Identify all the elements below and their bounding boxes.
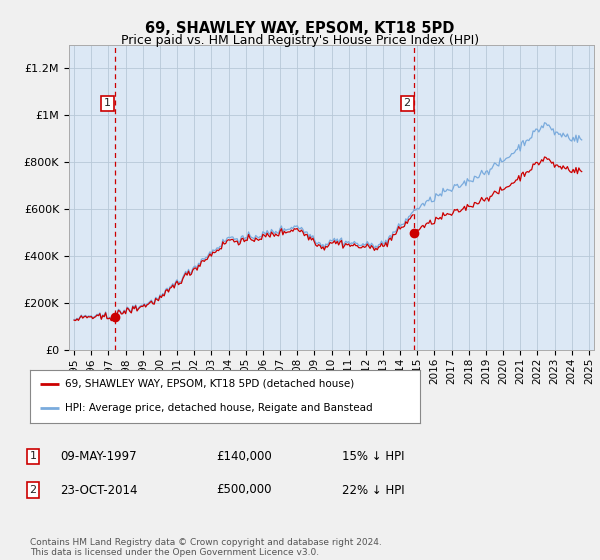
- Text: 1: 1: [29, 451, 37, 461]
- Text: 2: 2: [404, 99, 411, 109]
- Text: £140,000: £140,000: [216, 450, 272, 463]
- Text: 23-OCT-2014: 23-OCT-2014: [60, 483, 137, 497]
- Text: Price paid vs. HM Land Registry's House Price Index (HPI): Price paid vs. HM Land Registry's House …: [121, 34, 479, 46]
- Text: 69, SHAWLEY WAY, EPSOM, KT18 5PD: 69, SHAWLEY WAY, EPSOM, KT18 5PD: [145, 21, 455, 36]
- Text: 69, SHAWLEY WAY, EPSOM, KT18 5PD (detached house): 69, SHAWLEY WAY, EPSOM, KT18 5PD (detach…: [65, 379, 355, 389]
- Text: 09-MAY-1997: 09-MAY-1997: [60, 450, 137, 463]
- Text: 1: 1: [104, 99, 111, 109]
- Text: 2: 2: [29, 485, 37, 495]
- Text: HPI: Average price, detached house, Reigate and Banstead: HPI: Average price, detached house, Reig…: [65, 403, 373, 413]
- Text: 22% ↓ HPI: 22% ↓ HPI: [342, 483, 404, 497]
- Text: 15% ↓ HPI: 15% ↓ HPI: [342, 450, 404, 463]
- Text: £500,000: £500,000: [216, 483, 271, 497]
- Text: Contains HM Land Registry data © Crown copyright and database right 2024.
This d: Contains HM Land Registry data © Crown c…: [30, 538, 382, 557]
